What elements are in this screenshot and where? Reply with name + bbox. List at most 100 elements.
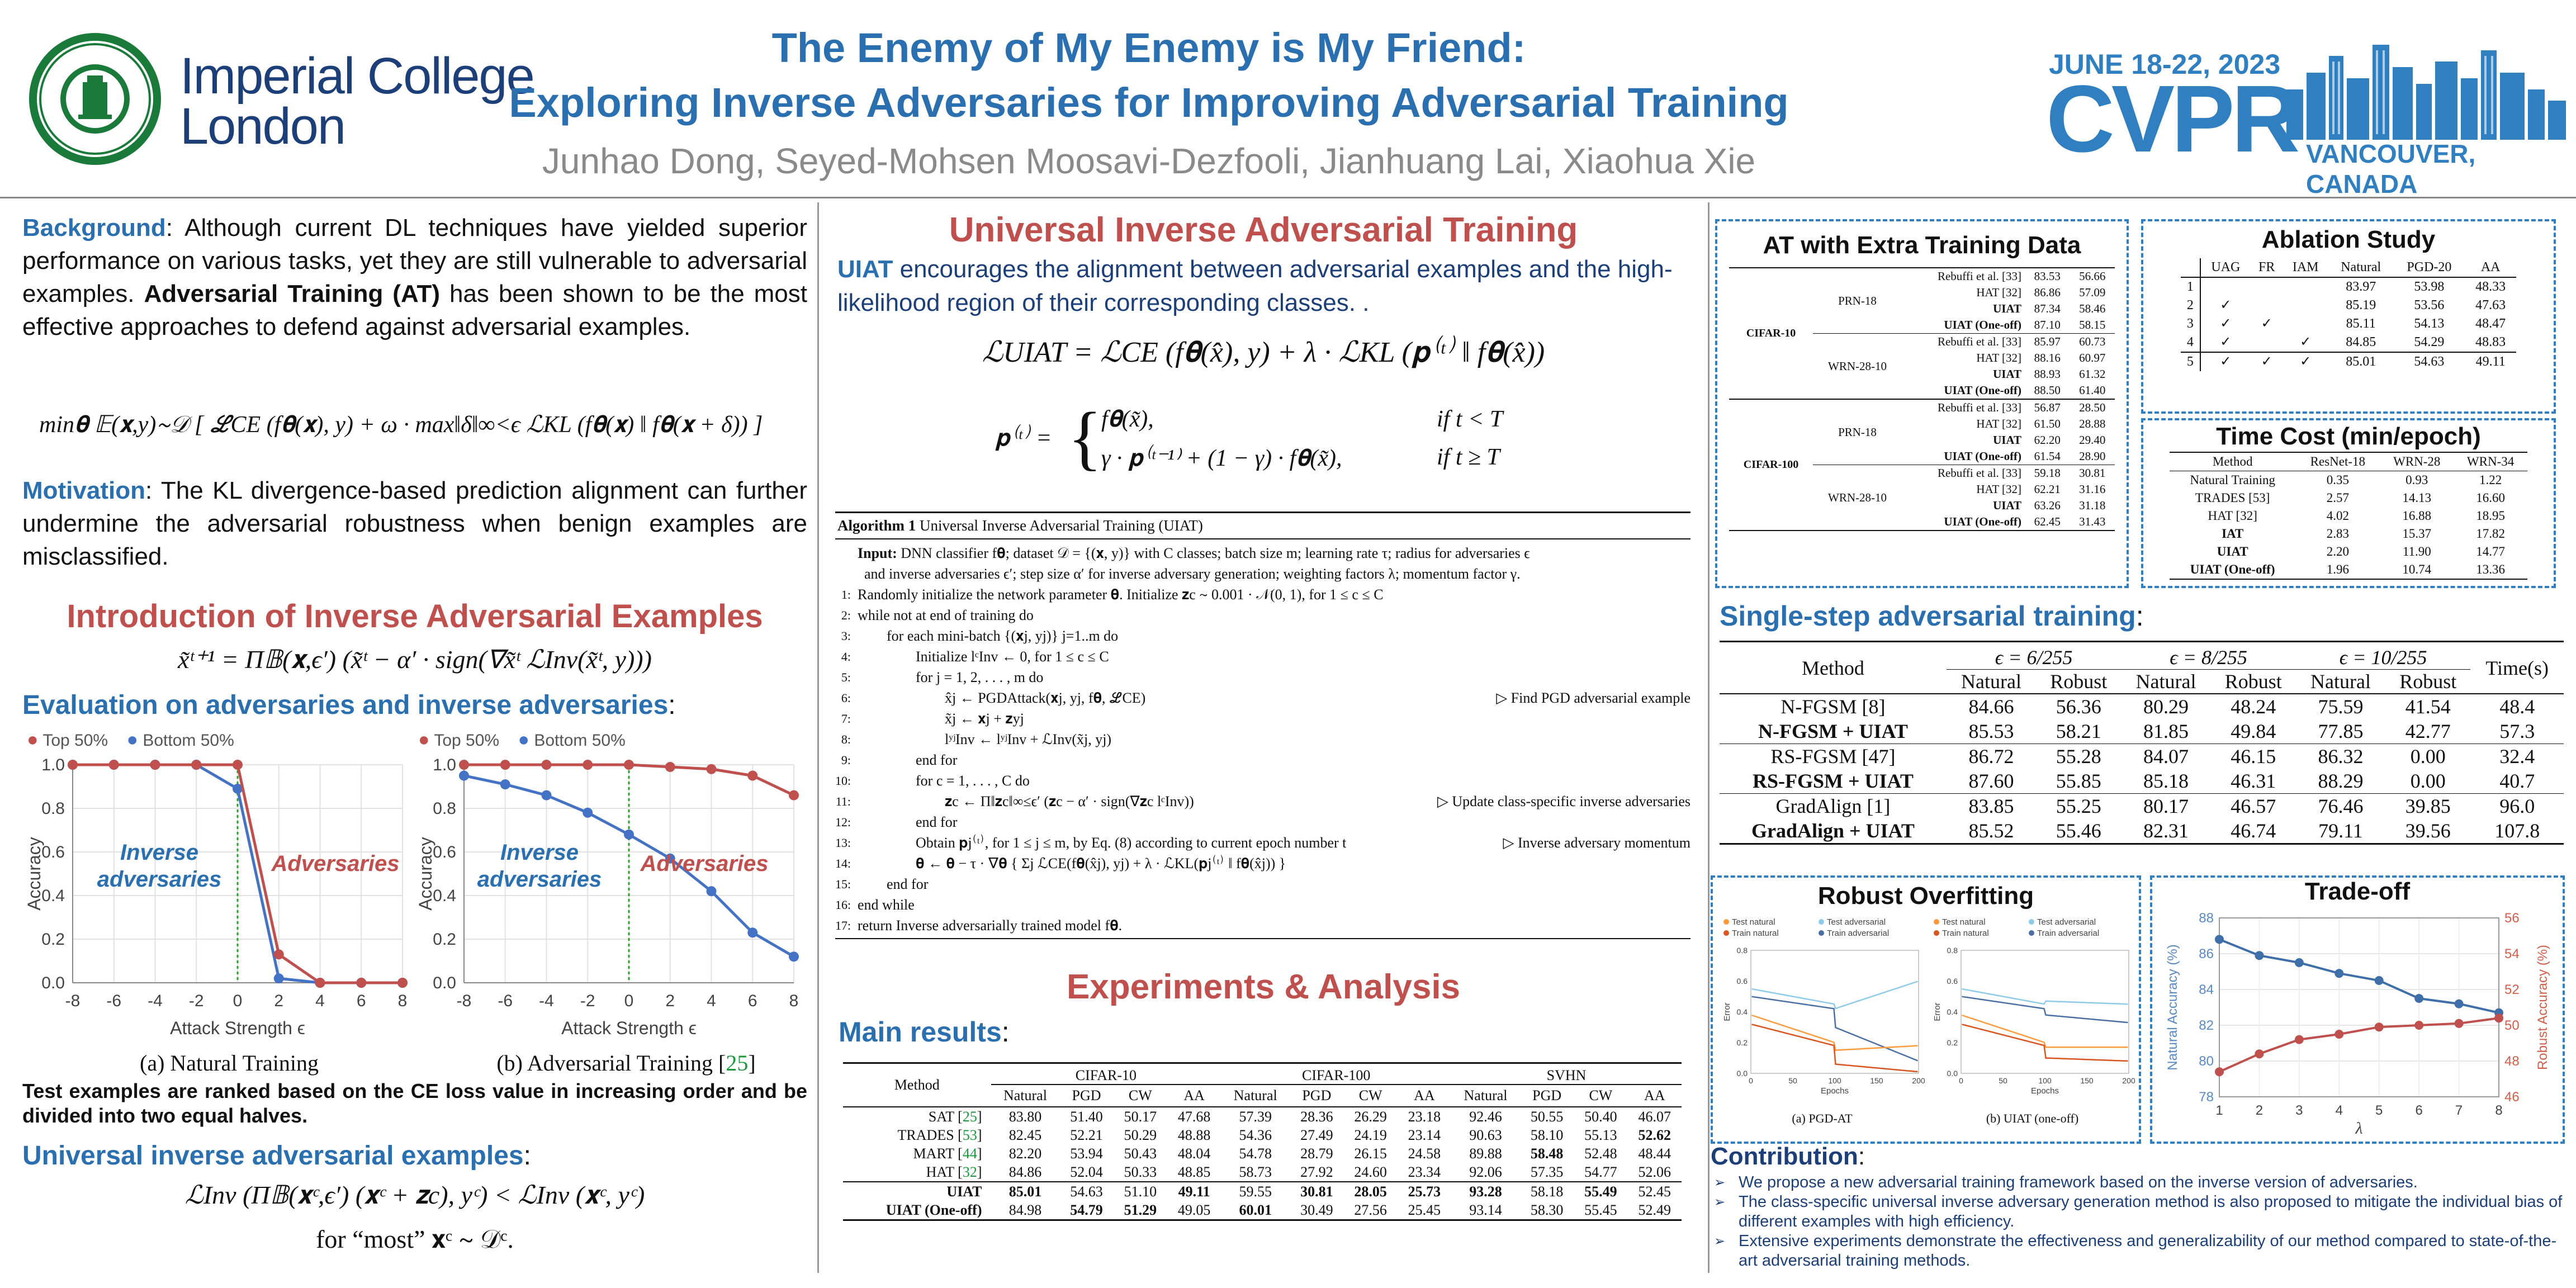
method-ref-close: ] [977,1145,982,1162]
x-tick-label: 200 [1912,1076,1925,1085]
value-cell: 85.97 [2034,335,2061,348]
value-cell: 51.40 [1070,1109,1103,1125]
background-bold: Adversarial Training (AT) [144,280,440,307]
y-axis-label: Error [1933,1002,1942,1021]
value-cell: 49.05 [1177,1202,1211,1218]
data-point [747,927,758,938]
x-tick-label: 6 [2415,1103,2422,1118]
value-cell: 56.36 [2056,695,2101,718]
method-ref: 25 [962,1109,977,1125]
legend-dot [2029,930,2034,936]
algo-line-text: end while [858,897,915,913]
method-name: TRADES [897,1127,954,1143]
algorithm-box: Algorithm 1 Universal Inverse Adversaria… [835,512,1690,946]
train-natural-curve [1751,1024,1918,1073]
caption-b-ref: 25 [726,1050,749,1076]
x-tick-label: 4 [315,992,325,1010]
legend-dot [1819,930,1824,936]
method-cell: UIAT (One-off) [843,1201,991,1220]
method-cell: GradAlign [1] [1775,795,1891,817]
method-cell: Natural Training [2190,473,2276,487]
data-point [273,949,284,960]
table-row: UIAT (One-off) 1.96 10.74 13.36 [2170,561,2527,579]
col-header-metric: Robust [2036,669,2122,694]
x-tick-label: 100 [2038,1076,2052,1085]
algo-line-number: 7: [841,712,851,726]
value-cell: 59.18 [2034,466,2061,480]
arch-cell: WRN-28-10 [1828,490,1887,504]
y-tick-label: 0.2 [41,930,65,949]
y-right-tick-label: 54 [2504,946,2520,962]
eval-heading-text: Evaluation on adversaries and inverse ad… [22,690,669,720]
chart-label-inverse: Inverse [120,840,198,865]
algo-line-number: 4: [841,650,851,664]
table-row: WRN-28-10 Rebuffi et al. [33] 85.97 60.73 [1729,333,2115,373]
table-row: RS-FGSM [47] 86.72 55.28 84.07 46.15 86.32 0.0… [1720,744,2564,769]
eval-heading: Evaluation on adversaries and inverse ad… [22,689,676,722]
value-cell: 87.34 [2034,302,2061,315]
value-cell: 4.02 [2326,509,2349,523]
legend-label: Test natural [1732,917,1775,927]
legend-label: Test natural [1942,917,1986,927]
data-point [459,770,469,781]
value-cell: 26.15 [1354,1145,1387,1162]
method-cell: N-FGSM + UIAT [1758,720,1908,742]
data-point [789,951,799,962]
value-cell: 30.81 [1300,1183,1333,1200]
value-cell: ✓ [2220,316,2232,331]
table-row: CIFAR-10 PRN-18 Rebuffi et al. [33] 83.53 56… [1729,268,2115,339]
method-ref-open: [ [954,1164,963,1180]
value-cell: 31.43 [2079,515,2106,528]
y-right-tick-label: 52 [2504,982,2520,997]
algo-line-text: lʸʲInv ← lʸʲInv + ℒInv(x̃j, yj) [945,731,1112,747]
value-cell: 54.77 [1584,1164,1617,1180]
table-header-row: Method ϵ = 6/255 ϵ = 8/255 ϵ = 10/255 Time(s… [1720,641,2564,694]
col-header-method: Method [843,1063,991,1107]
test-adversarial-curve [1962,988,2128,1005]
x-tick-label: 3 [2295,1103,2303,1118]
table-row: N-FGSM [8] 84.66 56.36 80.29 48.24 75.59 41.54… [1720,694,2564,719]
tradeoff-panel: Trade-off 78 80 82 84 86 88 46 48 50 52 54 56 1 2 3 4 5 6… [2150,875,2565,1144]
algo-line-number: 5: [841,670,851,684]
col-header-metric: AA [1397,1085,1452,1107]
table-row: IAT 2.83 15.37 17.82 [2170,525,2527,543]
method-cell: UIAT (One-off) [1944,515,2022,528]
x-tick-label: 1 [2215,1103,2223,1118]
value-cell: 10.74 [2402,562,2432,576]
x-tick-label: 100 [1828,1076,1841,1085]
algo-line-text: end for [916,814,958,830]
legend-label: Test adversarial [2037,917,2096,927]
background-text2: has been shown to be the most effective … [22,280,808,340]
method-cell: HAT [32] [843,1163,991,1182]
algo-input: Input: DNN classifier f𝛉; dataset 𝒟 = {(… [835,543,1690,564]
chart-label-inverse: adversaries [97,867,221,892]
overfit-caption-b: (b) UIAT (one-off) [1986,1111,2079,1125]
table-row: RS-FGSM + UIAT 87.60 55.85 85.18 46.31 88.29 0… [1720,769,2564,794]
value-cell: 61.40 [2079,383,2106,397]
value-cell: 0.00 [2410,745,2446,768]
table-row: 1 83.97 53.98 48.33 [2181,277,2516,296]
method-name: UIAT (One-off) [886,1202,982,1218]
value-cell: 50.29 [1124,1127,1157,1143]
value-cell [2283,296,2328,315]
y-tick-label: 1.0 [433,756,456,774]
robust-accuracy-point [2334,1030,2344,1039]
value-cell: 48.47 [2475,316,2506,331]
method-cell: SAT [25] [843,1107,991,1126]
value-cell [2251,277,2283,296]
col-header: WRN-28 [2380,452,2454,471]
value-cell: ✓ [2261,354,2272,369]
method-cell: UIAT [1993,499,2022,512]
col-header-eps: ϵ = 8/255 [2121,641,2296,670]
robust-accuracy-point [2255,1049,2264,1059]
legend-top-label: Top 50% [434,731,500,750]
value-cell: 39.56 [2405,820,2451,842]
value-cell: 55.45 [1584,1202,1617,1218]
train-adversarial-curve [1751,996,1918,1062]
value-cell: 63.26 [2034,499,2061,512]
table-row: UIAT 88.93 61.32 [1729,366,2115,382]
column-divider-left [817,202,819,1273]
method-cell: UIAT [2217,544,2248,558]
value-cell: 52.04 [1070,1164,1103,1180]
x-tick-label: -4 [148,992,163,1010]
